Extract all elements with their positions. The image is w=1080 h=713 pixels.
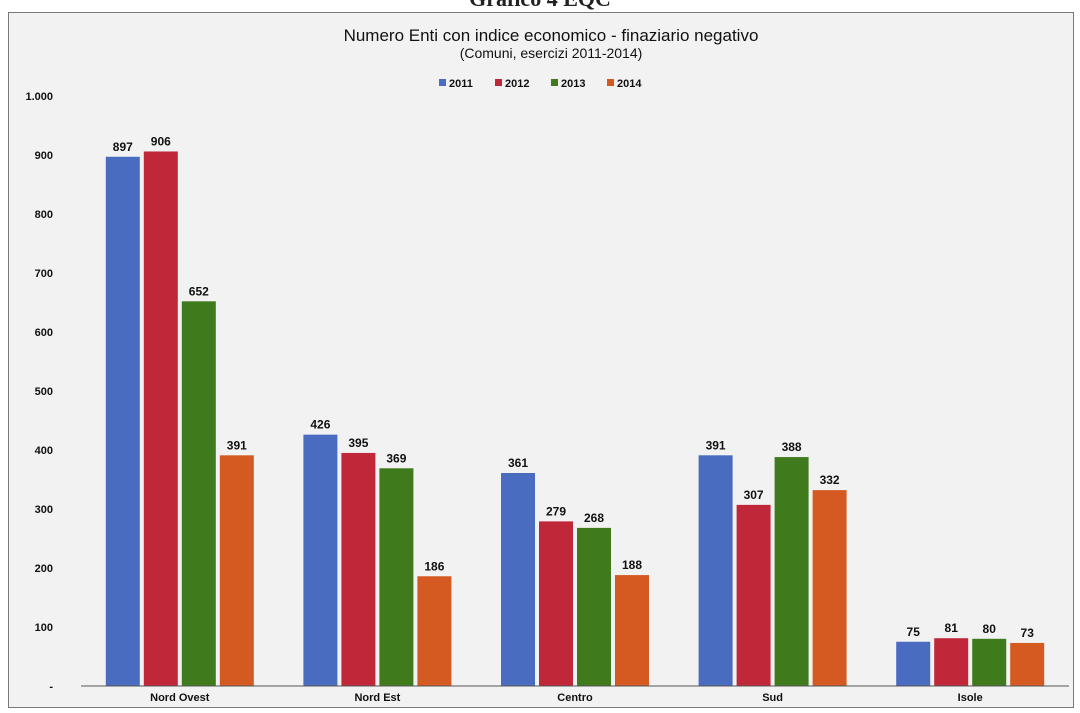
bar-2012-sud (736, 504, 771, 686)
bar-data-label: 80 (983, 622, 997, 636)
bar-2014-nord-est (417, 576, 452, 686)
bar-data-label: 906 (151, 134, 171, 148)
bar-data-label: 81 (945, 621, 959, 635)
bars (105, 151, 1045, 686)
bar-data-label: 388 (782, 440, 802, 454)
y-tick-label: 800 (35, 209, 53, 221)
bar-2012-nord-ovest (143, 151, 178, 686)
bar-data-label: 391 (706, 438, 726, 452)
y-tick-label: 700 (35, 268, 53, 280)
y-axis: - 100 200 300 400 500 600 700 800 900 1.000 (25, 91, 53, 693)
bar-labels: 897 906 652 391 426 395 369 186 361 279 268 188 391 3… (113, 134, 1034, 639)
bar-2013-nord-ovest (181, 301, 216, 686)
bar-2014-centro (615, 575, 649, 686)
bar-2011-centro (501, 473, 535, 686)
bar-2014-sud (812, 490, 847, 686)
bar-data-label: 369 (386, 451, 406, 465)
bar-2012-centro (539, 521, 573, 686)
bar-2012-nord-est (341, 452, 376, 686)
page-header: Grafico 4 EQC (0, 0, 1080, 12)
bar-2011-isole (896, 641, 931, 686)
y-tick-label: 1.000 (25, 91, 53, 103)
bar-data-label: 897 (113, 140, 133, 154)
y-tick-label: - (49, 681, 53, 693)
legend-label: 2014 (617, 78, 642, 90)
bar-data-label: 426 (310, 418, 330, 432)
bar-data-label: 391 (227, 438, 247, 452)
chart-frame: Numero Enti con indice economico - finaz… (8, 12, 1074, 708)
bar-data-label: 188 (622, 558, 642, 572)
bar-2013-sud (774, 457, 809, 686)
y-tick-label: 100 (35, 622, 53, 634)
y-tick-label: 500 (35, 386, 53, 398)
chart-title: Numero Enti con indice economico - finaz… (344, 26, 759, 45)
bar-2013-nord-est (379, 468, 414, 686)
bar-data-label: 332 (820, 473, 840, 487)
legend-swatch (607, 79, 614, 86)
chart-legend: 2011 2012 2013 2014 (439, 78, 642, 90)
bar-data-label: 395 (348, 436, 368, 450)
bar-2012-isole (934, 638, 969, 686)
bar-2013-isole (972, 638, 1007, 686)
legend-label: 2012 (505, 78, 529, 90)
x-tick-label: Nord Est (354, 692, 400, 704)
bar-data-label: 268 (584, 511, 604, 525)
bar-2011-nord-est (303, 434, 338, 686)
x-tick-label: Centro (557, 692, 593, 704)
bar-2013-centro (577, 527, 611, 686)
bar-data-label: 75 (907, 625, 921, 639)
x-tick-label: Isole (958, 692, 983, 704)
legend-swatch (495, 79, 502, 86)
chart-subtitle: (Comuni, esercizi 2011-2014) (460, 45, 643, 61)
bar-2011-sud (698, 455, 733, 686)
y-tick-label: 900 (35, 150, 53, 162)
legend-label: 2011 (449, 78, 473, 90)
bar-chart: Numero Enti con indice economico - finaz… (25, 26, 1069, 704)
bar-data-label: 186 (424, 559, 444, 573)
bar-data-label: 73 (1021, 626, 1035, 640)
y-tick-label: 600 (35, 327, 53, 339)
bar-2014-nord-ovest (219, 455, 254, 686)
x-tick-label: Nord Ovest (150, 692, 210, 704)
y-tick-label: 400 (35, 445, 53, 457)
legend-swatch (551, 79, 558, 86)
y-tick-label: 200 (35, 563, 53, 575)
y-tick-label: 300 (35, 504, 53, 516)
x-axis: Nord Ovest Nord Est Centro Sud Isole (81, 685, 1069, 704)
bar-2011-nord-ovest (105, 156, 140, 686)
bar-data-label: 361 (508, 456, 528, 470)
x-tick-label: Sud (762, 692, 783, 704)
bar-data-label: 279 (546, 504, 566, 518)
bar-data-label: 652 (189, 284, 209, 298)
bar-2014-isole (1010, 642, 1045, 686)
legend-label: 2013 (561, 78, 585, 90)
legend-swatch (439, 79, 446, 86)
bar-data-label: 307 (744, 488, 764, 502)
